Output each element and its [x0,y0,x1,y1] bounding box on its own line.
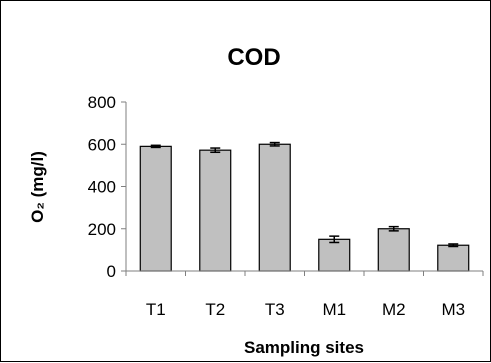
bar-t1 [139,145,172,272]
y-tick-label: 0 [107,262,116,281]
bars [139,143,470,272]
bar-t2 [199,149,232,272]
y-tick-label: 400 [88,178,116,197]
x-axis-label: Sampling sites [244,338,364,357]
bar-m3 [437,244,470,272]
x-tick-label: M1 [322,300,346,319]
error-bars [150,141,459,248]
y-tick-label: 200 [88,220,116,239]
y-axis-ticks: 0 200 400 600 800 [88,93,126,281]
y-axis-label: O₂ (mg/l) [28,151,47,223]
bar-t3 [258,143,291,272]
x-tick-label: T3 [265,300,285,319]
y-tick-label: 800 [88,93,116,112]
x-tick-label: M3 [441,300,465,319]
x-tick-label: T1 [146,300,166,319]
y-tick-label: 600 [88,135,116,154]
chart-title: COD [227,44,280,71]
x-axis-ticks: T1 T2 T3 M1 M2 M3 [125,271,484,319]
bar-m2 [377,228,410,272]
x-tick-label: M2 [382,300,406,319]
x-tick-label: T2 [205,300,225,319]
bar-m1 [318,238,351,272]
